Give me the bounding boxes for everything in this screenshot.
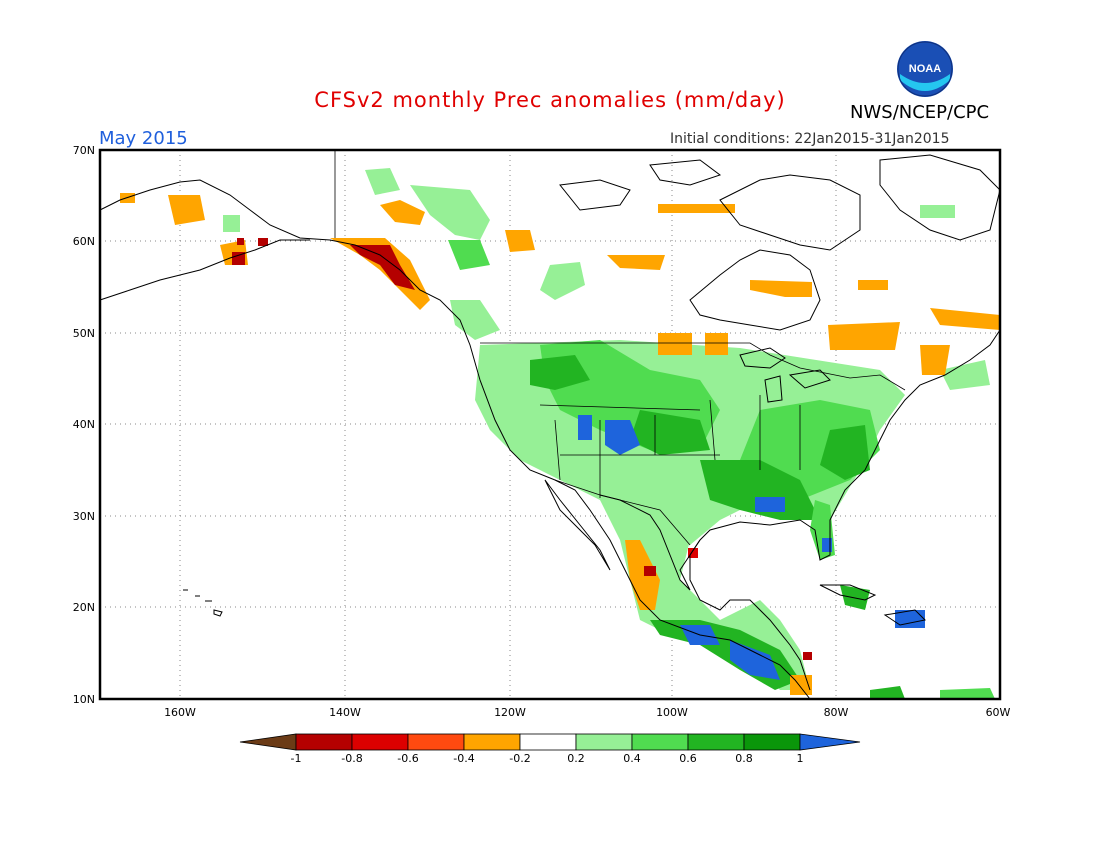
colorbar-label: -0.8 [341,752,362,765]
colorbar-segment [631,733,689,751]
anomaly-fields [120,168,1000,699]
lat-labels: 70N 60N 50N 40N 30N 20N 10N [73,144,95,706]
lon-label: 120W [494,706,526,719]
colorbar-label: -0.4 [453,752,474,765]
lon-label: 100W [656,706,688,719]
chart-title: CFSv2 monthly Prec anomalies (mm/day) [314,88,786,112]
colorbar-label: 1 [797,752,804,765]
lat-label: 30N [73,510,95,523]
coastlines [99,154,1001,700]
colorbar-segment [575,733,633,751]
lon-label: 60W [986,706,1011,719]
colorbar-segment [463,733,521,751]
colorbar-label: 0.8 [735,752,753,765]
lat-label: 60N [73,235,95,248]
colorbar-segment [295,733,353,751]
colorbar-segment [743,733,801,751]
colorbar-label: -0.6 [397,752,418,765]
colorbar: -1 -0.8 -0.6 -0.4 -0.2 0.2 0.4 0.6 0.8 1 [239,733,861,765]
lat-label: 40N [73,418,95,431]
colorbar-label: -0.2 [509,752,530,765]
map-frame [98,148,1002,701]
lon-labels: 160W 140W 120W 100W 80W 60W [164,706,1010,719]
colorbar-label: 0.4 [623,752,641,765]
month-label: May 2015 [99,128,188,149]
initial-conditions: Initial conditions: 22Jan2015-31Jan2015 [670,131,950,147]
borders [334,150,906,546]
noaa-logo-text: NOAA [909,63,941,75]
colorbar-segment [519,733,577,751]
colorbar-label: 0.6 [679,752,697,765]
lat-label: 50N [73,327,95,340]
colorbar-segment [687,733,745,751]
lat-label: 10N [73,693,95,706]
colorbar-arrow-low [239,733,297,751]
lon-label: 160W [164,706,196,719]
colorbar-segment [351,733,409,751]
lon-label: 140W [329,706,361,719]
colorbar-arrow-high [799,733,861,751]
noaa-logo: NOAA [897,41,953,97]
colorbar-label: -1 [291,752,302,765]
lon-label: 80W [824,706,849,719]
lat-label: 70N [73,144,95,157]
lat-label: 20N [73,601,95,614]
agency-label: NWS/NCEP/CPC [850,102,990,123]
colorbar-label: 0.2 [567,752,585,765]
colorbar-segment [407,733,465,751]
